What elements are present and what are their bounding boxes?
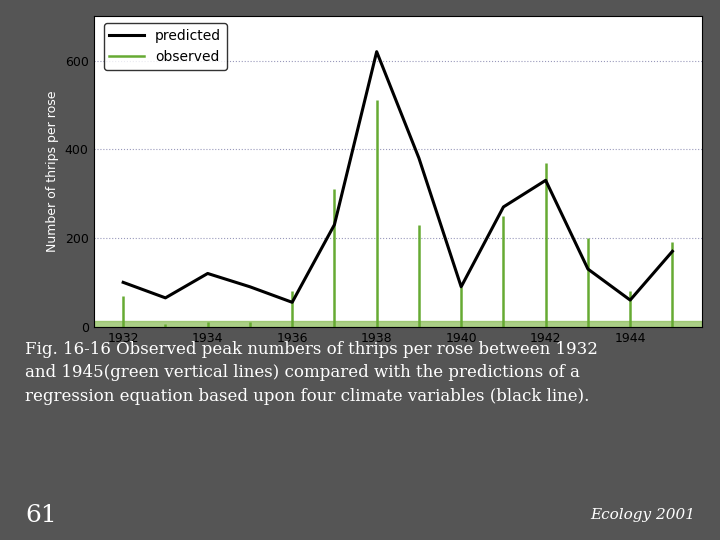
Text: Fig. 16-16 Observed peak numbers of thrips per rose between 1932
and 1945(green : Fig. 16-16 Observed peak numbers of thri… — [25, 341, 598, 404]
Text: 61: 61 — [25, 504, 57, 527]
Bar — [94, 321, 702, 327]
Y-axis label: Number of thrips per rose: Number of thrips per rose — [46, 91, 59, 252]
Text: Ecology 2001: Ecology 2001 — [590, 509, 695, 522]
Legend: predicted, observed: predicted, observed — [104, 23, 227, 70]
